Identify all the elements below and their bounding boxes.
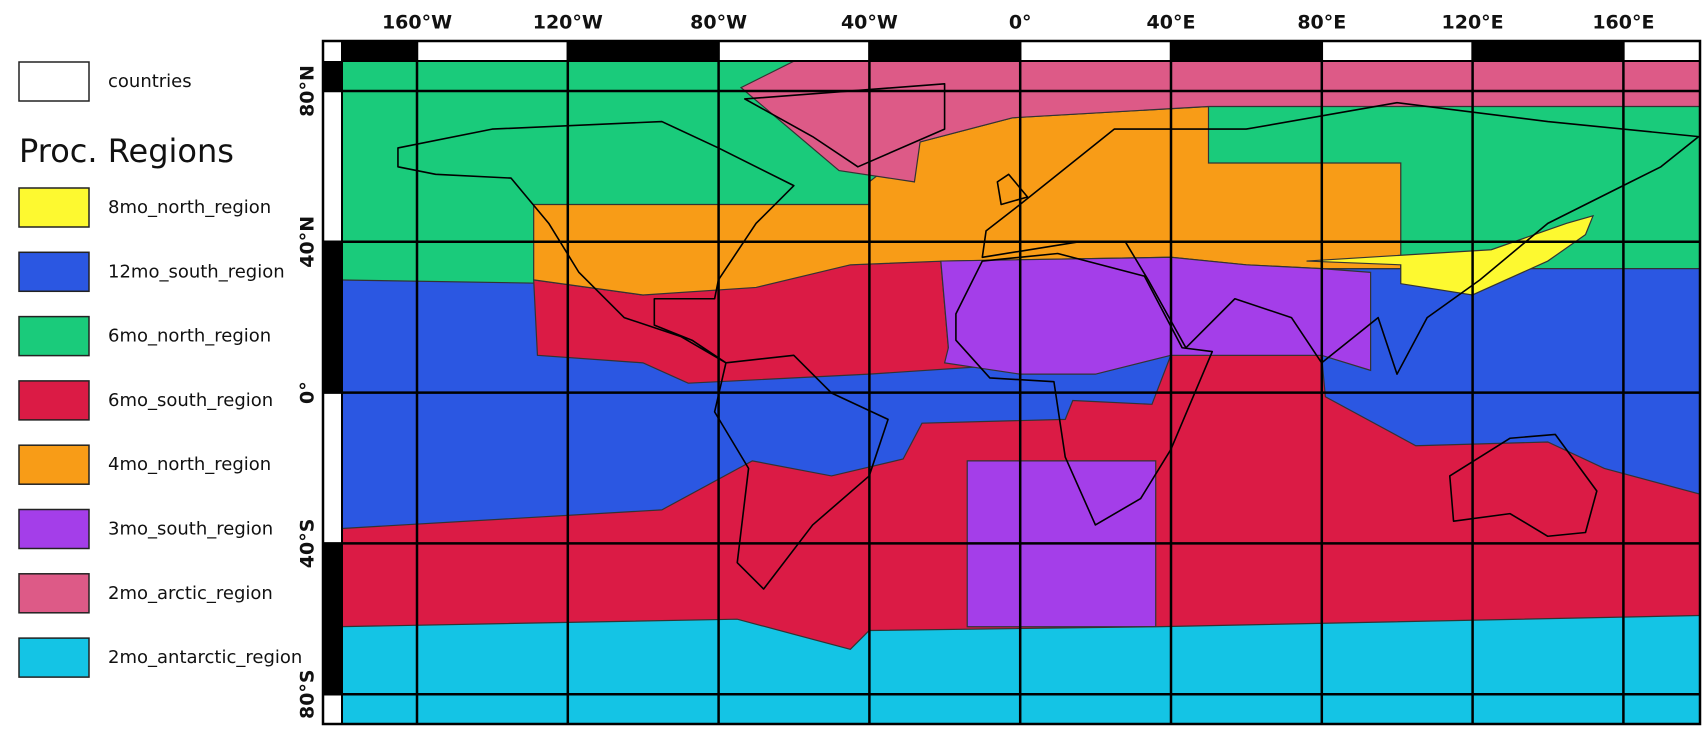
longitude-label: 40°E [1147, 12, 1196, 34]
legend-swatch [18, 251, 90, 293]
legend-swatch [18, 380, 90, 421]
legend-label: 4mo_north_region [108, 454, 271, 475]
legend-label: 6mo_south_region [108, 390, 273, 411]
latitude-label: 80°S [297, 669, 319, 719]
legend-swatch [18, 637, 90, 678]
legend-label: 6mo_north_region [108, 326, 271, 347]
axis-labels: 160°W 120°W 80°W 40°W 0° 40°E 80°E 120°E 160°E 80… [297, 12, 1655, 720]
legend-label: 2mo_arctic_region [108, 583, 273, 604]
coastline [398, 122, 794, 363]
longitude-label: 80°W [690, 12, 747, 34]
legend-swatch [18, 508, 90, 550]
legend-swatch [18, 444, 90, 485]
latitude-label: 40°N [297, 216, 319, 268]
longitude-label: 40°W [841, 12, 898, 34]
graticule [323, 41, 1700, 724]
coastline [715, 355, 888, 589]
latitude-label: 0° [297, 381, 319, 404]
coastline [745, 84, 945, 167]
legend-swatch [18, 187, 90, 228]
legend: countries Proc. Regions 8mo_north_region… [18, 61, 302, 678]
legend-label: 3mo_south_region [108, 519, 273, 540]
legend-title: Proc. Regions [19, 132, 234, 170]
longitude-label: 160°W [382, 12, 452, 34]
legend-label: countries [108, 71, 192, 92]
latitude-label: 40°S [297, 519, 319, 569]
longitude-label: 160°E [1592, 12, 1654, 34]
longitude-label: 120°W [533, 12, 603, 34]
countries-swatch [18, 61, 90, 102]
legend-label: 8mo_north_region [108, 197, 271, 218]
region [1307, 216, 1594, 295]
longitude-label: 80°E [1297, 12, 1346, 34]
legend-label: 2mo_antarctic_region [108, 647, 302, 668]
map-frame [321, 39, 1702, 726]
legend-swatch [18, 315, 90, 357]
coastline [997, 174, 1027, 204]
longitude-label: 120°E [1442, 12, 1504, 34]
latitude-label: 80°N [297, 65, 319, 117]
legend-swatch [18, 573, 90, 614]
coastline [956, 254, 1212, 525]
legend-label: 12mo_south_region [108, 261, 285, 282]
longitude-label: 0° [1009, 12, 1032, 34]
coastline [982, 103, 1698, 374]
